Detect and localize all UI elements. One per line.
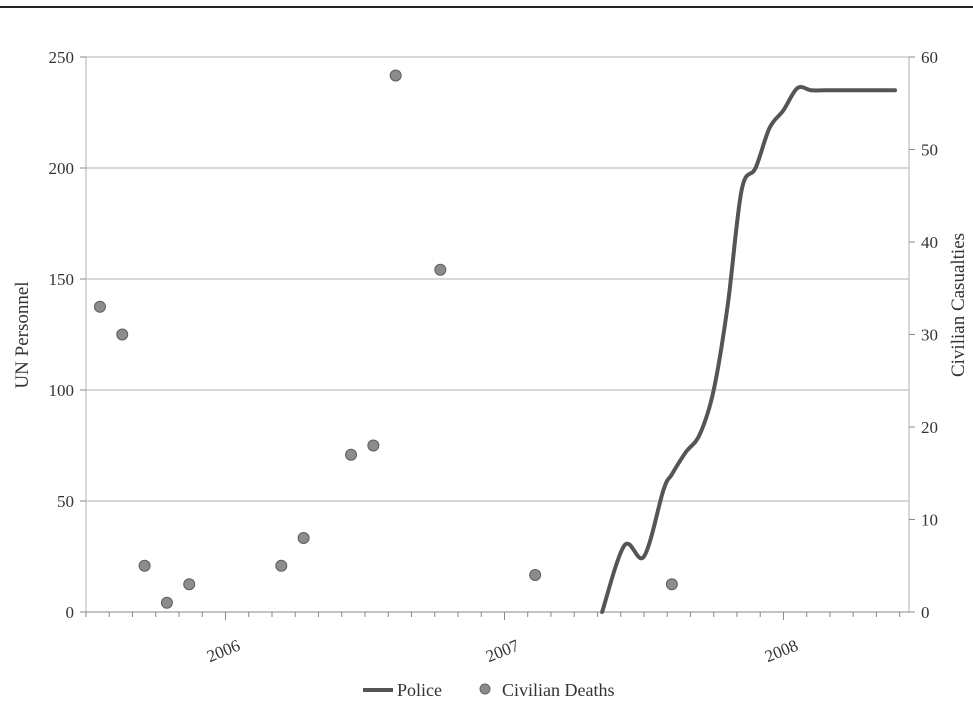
civilian-deaths-point [297,532,310,544]
right-tick-label: 0 [921,603,930,622]
police-line [600,84,898,614]
left-tick-label: 150 [49,270,75,289]
legend-civilian-deaths-label: Civilian Deaths [502,680,614,700]
civilian-deaths-point [116,328,129,341]
gridlines [85,56,910,613]
legend-police-label: Police [397,680,442,700]
right-tick-label: 10 [921,511,938,530]
civilian-deaths-point [434,263,447,276]
x-tick-label: 2007 [483,636,522,667]
left-axis-title: UN Personnel [12,281,33,388]
plot-area [93,69,898,614]
civilian-deaths-point [138,559,151,572]
legend: Police Civilian Deaths [363,680,614,700]
right-tick-label: 50 [921,141,938,160]
civilian-deaths-point [275,559,288,572]
right-tick-label: 30 [921,326,938,345]
right-tick-label: 60 [921,48,938,67]
civilian-deaths-point [389,69,402,82]
legend-civilian-deaths-swatch [479,683,491,695]
civilian-deaths-point [345,448,358,461]
left-tick-label: 200 [49,159,75,178]
civilian-deaths-point [367,439,380,452]
right-tick-label: 20 [921,418,938,437]
left-axis: 0 50 100 150 200 250 [49,48,86,622]
left-tick-label: 250 [49,48,75,67]
left-tick-label: 50 [57,492,74,511]
civilian-deaths-point [183,578,196,591]
left-tick-label: 100 [49,381,75,400]
x-tick-label: 2008 [762,636,801,666]
right-tick-label: 40 [921,233,938,252]
x-tick-label: 2006 [204,636,243,666]
x-axis: 2006 2007 2008 [85,612,901,667]
civilian-deaths-point [160,596,173,609]
right-axis: 0 10 20 30 40 50 60 [909,48,938,622]
civilian-deaths-point [529,569,542,581]
civilian-deaths-point [665,578,678,591]
left-tick-label: 0 [66,603,75,622]
civilian-deaths-point [93,300,106,313]
right-axis-title: Civilian Casualties [948,233,969,377]
